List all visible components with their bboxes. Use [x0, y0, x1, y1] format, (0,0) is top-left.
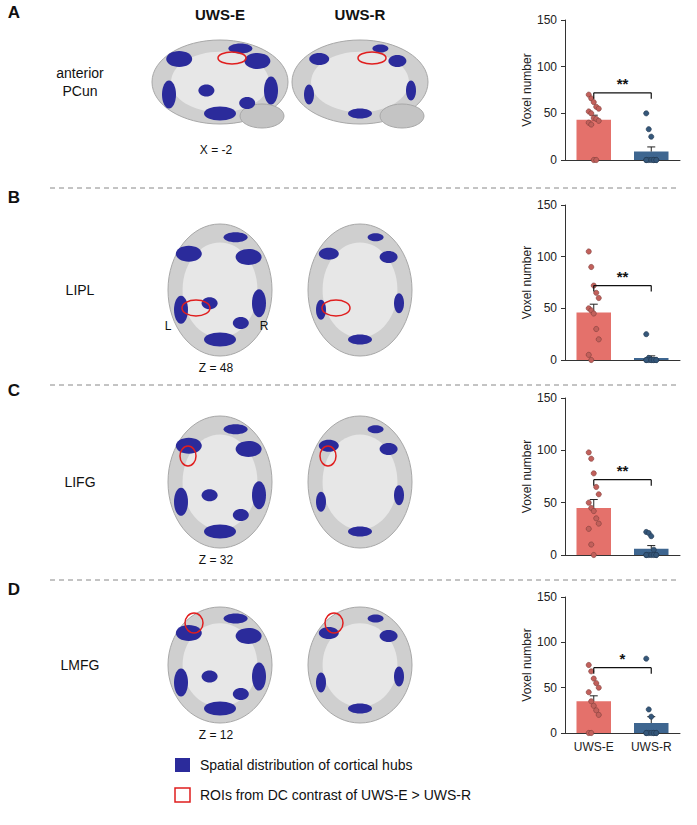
- svg-text:0: 0: [550, 548, 557, 562]
- svg-text:Spatial distribution of cortic: Spatial distribution of cortical hubs: [200, 757, 412, 773]
- svg-text:Voxel number: Voxel number: [520, 246, 534, 319]
- svg-text:anterior: anterior: [56, 65, 104, 81]
- svg-text:UWS-E: UWS-E: [195, 6, 245, 23]
- svg-text:0: 0: [550, 726, 557, 740]
- svg-text:50: 50: [544, 301, 558, 315]
- svg-text:Voxel number: Voxel number: [520, 53, 534, 126]
- svg-text:50: 50: [544, 681, 558, 695]
- svg-text:UWS-R: UWS-R: [335, 6, 386, 23]
- svg-text:100: 100: [537, 635, 557, 649]
- svg-text:LIPL: LIPL: [66, 282, 95, 298]
- svg-text:150: 150: [537, 391, 557, 405]
- svg-text:B: B: [8, 188, 20, 207]
- svg-text:Z = 32: Z = 32: [199, 553, 234, 567]
- svg-text:100: 100: [537, 250, 557, 264]
- svg-text:L: L: [165, 319, 172, 333]
- svg-text:D: D: [8, 580, 20, 599]
- svg-text:Voxel number: Voxel number: [520, 440, 534, 513]
- svg-text:150: 150: [537, 198, 557, 212]
- svg-text:LIFG: LIFG: [64, 474, 95, 490]
- svg-text:LMFG: LMFG: [61, 657, 100, 673]
- svg-text:0: 0: [550, 153, 557, 167]
- svg-text:100: 100: [537, 443, 557, 457]
- svg-text:0: 0: [550, 353, 557, 367]
- svg-text:100: 100: [537, 60, 557, 74]
- svg-text:C: C: [8, 381, 20, 400]
- svg-text:Z = 48: Z = 48: [199, 361, 234, 375]
- svg-text:Voxel number: Voxel number: [520, 628, 534, 701]
- svg-text:R: R: [260, 319, 269, 333]
- svg-text:150: 150: [537, 13, 557, 27]
- svg-text:**: **: [617, 75, 629, 92]
- svg-text:*: *: [620, 650, 626, 667]
- svg-text:A: A: [8, 3, 20, 22]
- svg-text:PCun: PCun: [62, 83, 97, 99]
- svg-text:X = -2: X = -2: [200, 143, 233, 157]
- svg-text:**: **: [617, 462, 629, 479]
- svg-text:50: 50: [544, 496, 558, 510]
- svg-text:Z = 12: Z = 12: [199, 728, 234, 742]
- svg-text:UWS-E: UWS-E: [574, 740, 614, 754]
- svg-text:ROIs from DC contrast of UWS-E: ROIs from DC contrast of UWS-E > UWS-R: [200, 787, 471, 803]
- svg-text:UWS-R: UWS-R: [631, 740, 672, 754]
- svg-text:50: 50: [544, 106, 558, 120]
- svg-text:150: 150: [537, 590, 557, 604]
- svg-text:**: **: [617, 268, 629, 285]
